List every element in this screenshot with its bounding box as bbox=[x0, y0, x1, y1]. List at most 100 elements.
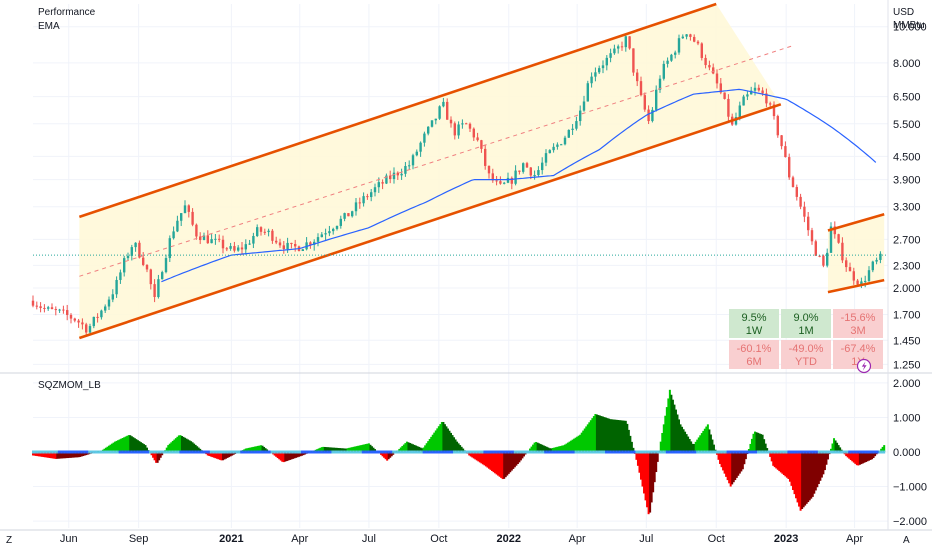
candle-body bbox=[366, 196, 369, 198]
currency-label[interactable]: USD bbox=[893, 7, 914, 18]
momentum-bar bbox=[218, 452, 221, 460]
momentum-bar bbox=[848, 452, 851, 459]
momentum-bar bbox=[636, 452, 639, 466]
momentum-bar bbox=[582, 430, 585, 452]
squeeze-dot bbox=[682, 450, 685, 454]
candle-body bbox=[157, 279, 160, 298]
momentum-bar bbox=[831, 443, 834, 452]
momentum-bar bbox=[787, 452, 790, 479]
momentum-bar bbox=[627, 429, 630, 452]
indicator-ema-label[interactable]: EMA bbox=[38, 21, 60, 32]
squeeze-dot bbox=[647, 450, 650, 454]
momentum-bar bbox=[500, 452, 503, 478]
candle-body bbox=[776, 116, 779, 136]
squeeze-dot bbox=[83, 450, 86, 454]
squeeze-dot bbox=[442, 450, 445, 454]
squeeze-dot bbox=[877, 450, 880, 454]
momentum-bar bbox=[220, 452, 223, 461]
momentum-bar bbox=[712, 444, 715, 452]
squeeze-dot bbox=[326, 450, 329, 454]
squeeze-dot bbox=[732, 450, 735, 454]
squeeze-dot bbox=[370, 450, 373, 454]
squeeze-dot bbox=[646, 450, 649, 454]
lower-indicator-label[interactable]: SQZMOM_LB bbox=[38, 380, 101, 391]
candle-body bbox=[104, 306, 107, 311]
squeeze-dot bbox=[390, 450, 393, 454]
momentum-bar bbox=[605, 417, 608, 452]
momentum-bar bbox=[661, 433, 664, 452]
time-tick-label: Oct bbox=[430, 533, 447, 545]
momentum-bar bbox=[556, 446, 559, 452]
squeeze-dot bbox=[576, 450, 579, 454]
momentum-bar bbox=[215, 452, 218, 459]
momentum-bar bbox=[302, 452, 305, 456]
squeeze-dot bbox=[801, 450, 804, 454]
squeeze-dot bbox=[700, 450, 703, 454]
candle-body bbox=[206, 235, 209, 244]
channel-lines bbox=[78, 2, 885, 340]
candle-body bbox=[742, 96, 745, 106]
candle-body bbox=[803, 206, 806, 217]
momentum-bar bbox=[462, 448, 465, 452]
candle-body bbox=[446, 101, 449, 120]
squeeze-dot bbox=[240, 450, 243, 454]
squeeze-dot bbox=[804, 450, 807, 454]
squeeze-dot bbox=[276, 450, 279, 454]
squeeze-dot bbox=[483, 450, 486, 454]
candle-body bbox=[617, 46, 620, 49]
squeeze-dot bbox=[314, 450, 317, 454]
squeeze-dot bbox=[597, 450, 600, 454]
squeeze-dot bbox=[348, 450, 351, 454]
unit-label[interactable]: MMBtu bbox=[893, 20, 925, 31]
squeeze-dot bbox=[258, 450, 261, 454]
momentum-bar bbox=[421, 448, 424, 452]
indicator-performance-label[interactable]: Performance bbox=[38, 7, 96, 18]
momentum-bar bbox=[434, 430, 437, 452]
squeeze-dot bbox=[284, 450, 287, 454]
candle-body bbox=[715, 73, 719, 84]
squeeze-dot bbox=[222, 450, 224, 454]
squeeze-dot bbox=[104, 450, 107, 454]
candle-body bbox=[31, 300, 35, 306]
squeeze-dot bbox=[854, 450, 857, 454]
axis-corner-left[interactable]: Z bbox=[6, 535, 12, 546]
momentum-tick-label: 2.000 bbox=[893, 378, 921, 390]
squeeze-dot bbox=[805, 450, 808, 454]
squeeze-dot bbox=[393, 450, 396, 454]
squeeze-dot bbox=[830, 450, 832, 454]
momentum-bar bbox=[532, 444, 535, 452]
squeeze-dot bbox=[650, 450, 653, 454]
momentum-bar bbox=[598, 415, 601, 452]
momentum-bar bbox=[497, 452, 500, 476]
squeeze-dot bbox=[463, 450, 466, 454]
squeeze-dot bbox=[407, 450, 410, 454]
squeeze-dot bbox=[687, 450, 690, 454]
momentum-bar bbox=[276, 452, 279, 459]
momentum-bar bbox=[60, 452, 63, 459]
candle-body bbox=[639, 81, 643, 96]
squeeze-dot bbox=[752, 450, 755, 454]
lightning-icon[interactable] bbox=[856, 358, 872, 374]
momentum-bar bbox=[635, 452, 638, 460]
squeeze-dot bbox=[551, 450, 554, 454]
momentum-bar bbox=[770, 452, 773, 462]
momentum-bar bbox=[623, 420, 626, 452]
price-tick-label: 1.700 bbox=[893, 309, 921, 321]
squeeze-dot bbox=[220, 450, 223, 454]
momentum-bar bbox=[281, 452, 284, 462]
candle-body bbox=[100, 310, 103, 318]
squeeze-dot bbox=[138, 450, 141, 454]
candle-body bbox=[582, 101, 586, 111]
candle-body bbox=[54, 309, 57, 311]
squeeze-dot bbox=[769, 450, 772, 454]
momentum-bar bbox=[142, 444, 145, 452]
candle-body bbox=[442, 101, 445, 107]
axis-corner-right[interactable]: A bbox=[903, 535, 910, 546]
squeeze-dot bbox=[538, 450, 541, 454]
squeeze-dot bbox=[185, 450, 188, 454]
squeeze-dot bbox=[527, 450, 530, 454]
candle-body bbox=[358, 202, 361, 204]
candle-body bbox=[240, 247, 244, 250]
candle-body bbox=[548, 150, 551, 154]
squeeze-dot bbox=[413, 450, 416, 454]
